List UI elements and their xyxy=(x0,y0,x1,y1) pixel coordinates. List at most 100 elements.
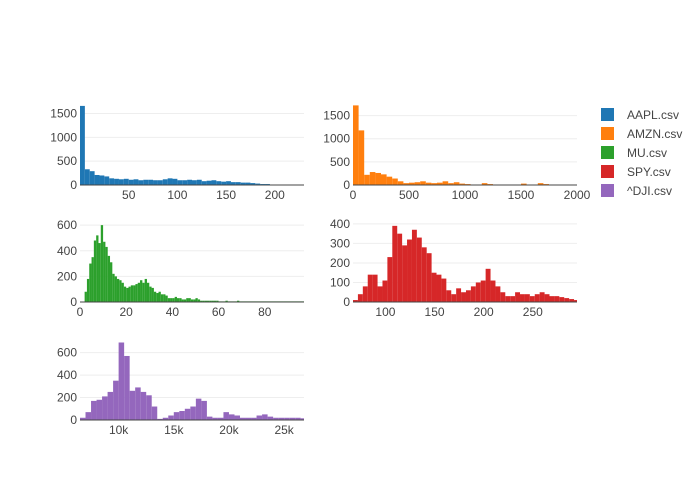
histogram-bar xyxy=(114,276,117,302)
histogram-bar xyxy=(278,417,285,420)
histogram-bar xyxy=(421,247,427,302)
legend-item[interactable]: AMZN.csv xyxy=(601,127,682,141)
histogram-bar xyxy=(140,280,143,302)
histogram-bar xyxy=(490,280,496,302)
histogram-bar xyxy=(534,294,540,302)
histogram-bar xyxy=(392,178,398,185)
histogram-bar xyxy=(453,182,460,185)
legend-item[interactable]: ^DJI.csv xyxy=(601,184,672,198)
histogram-bar xyxy=(300,418,304,420)
histogram-bar xyxy=(174,296,177,302)
histogram-bar xyxy=(80,105,85,185)
histogram-bar xyxy=(192,180,197,185)
histogram-bar xyxy=(148,179,154,185)
histogram-bar xyxy=(170,298,173,302)
histogram-bar xyxy=(397,181,404,185)
histogram-bar xyxy=(190,406,196,420)
histogram-bar xyxy=(256,415,263,420)
histogram-bar xyxy=(201,400,207,420)
x-tick-label: 500 xyxy=(399,188,419,202)
histogram-bar xyxy=(187,179,192,185)
histogram-bar xyxy=(411,229,417,302)
histogram-bar xyxy=(100,225,104,302)
y-tick-label: 0 xyxy=(70,295,77,309)
histogram-bar xyxy=(107,391,114,420)
histogram-bar xyxy=(465,290,471,302)
histogram-bar xyxy=(121,282,124,302)
legend-label: ^DJI.csv xyxy=(627,184,672,198)
legend-item[interactable]: MU.csv xyxy=(601,146,667,160)
histogram-bar xyxy=(109,178,115,185)
histogram-bar xyxy=(212,417,218,420)
histogram-bar xyxy=(99,175,105,185)
histogram-bar xyxy=(273,417,279,420)
histogram-bar xyxy=(357,294,363,302)
histogram-bar xyxy=(146,395,152,420)
histogram-bar xyxy=(118,179,124,185)
histogram-bar xyxy=(186,298,189,302)
histogram-bar xyxy=(153,291,157,302)
y-tick-label: 500 xyxy=(330,155,350,169)
histogram-bar xyxy=(128,286,131,302)
histogram-bar xyxy=(140,391,147,420)
histogram-bar xyxy=(245,182,251,185)
histogram-bar xyxy=(153,180,158,185)
y-tick-label: 1000 xyxy=(323,132,350,146)
histogram-bar xyxy=(110,262,113,302)
histogram-bar xyxy=(375,172,381,185)
histogram-bar xyxy=(172,178,178,185)
histogram-bar xyxy=(381,174,387,185)
histogram-bar xyxy=(240,182,246,185)
histogram-bar xyxy=(202,300,205,302)
histogram-bar xyxy=(204,300,208,302)
histogram-bar xyxy=(91,400,97,420)
histogram-bar xyxy=(89,171,95,185)
histogram-bar xyxy=(544,294,550,302)
histogram-bar xyxy=(102,396,108,420)
legend-label: AMZN.csv xyxy=(627,127,682,141)
histogram-bar xyxy=(93,240,97,302)
x-tick-label: 1000 xyxy=(452,188,479,202)
histogram-bar xyxy=(217,417,224,420)
histogram-bar xyxy=(179,411,185,420)
histogram-bar xyxy=(80,417,86,420)
histogram-bar xyxy=(255,183,261,185)
legend-item[interactable]: SPY.csv xyxy=(601,165,671,179)
x-tick-label: 20 xyxy=(120,305,134,319)
histogram-bar xyxy=(461,292,466,302)
histogram-bar xyxy=(403,183,409,185)
x-tick-label: 50 xyxy=(122,188,136,202)
histogram-bar xyxy=(206,416,213,420)
histogram-bar xyxy=(420,181,426,185)
histogram-bar xyxy=(183,299,187,302)
histogram-bar xyxy=(237,300,240,302)
histogram-bar xyxy=(537,183,544,185)
legend-item[interactable]: AAPL.csv xyxy=(601,108,679,122)
histogram-bar xyxy=(209,300,212,302)
histogram-bar xyxy=(138,180,144,185)
histogram-bar xyxy=(98,243,101,302)
histogram-bar xyxy=(124,355,130,420)
histogram-bar xyxy=(549,296,555,302)
histogram-bar xyxy=(520,294,525,302)
histogram-bar xyxy=(103,241,106,302)
histogram-bar xyxy=(96,399,103,420)
histogram-bar xyxy=(116,278,120,302)
x-tick-label: 0 xyxy=(77,305,84,319)
legend-swatch xyxy=(601,184,614,197)
histogram-bar xyxy=(235,182,241,185)
histogram-bar xyxy=(230,182,236,185)
histogram-bar xyxy=(197,299,201,302)
histogram-bar xyxy=(529,296,535,302)
histogram-bar xyxy=(188,298,191,302)
histogram-bar xyxy=(524,294,530,302)
histogram-bar xyxy=(173,412,180,420)
x-tick-label: 2000 xyxy=(564,188,591,202)
y-tick-label: 1500 xyxy=(323,109,350,123)
x-tick-label: 200 xyxy=(265,188,285,202)
histogram-bar xyxy=(200,300,203,302)
x-tick-label: 40 xyxy=(166,305,180,319)
histogram-bar xyxy=(495,286,501,302)
x-tick-label: 1500 xyxy=(508,188,535,202)
histogram-bar xyxy=(129,390,136,420)
